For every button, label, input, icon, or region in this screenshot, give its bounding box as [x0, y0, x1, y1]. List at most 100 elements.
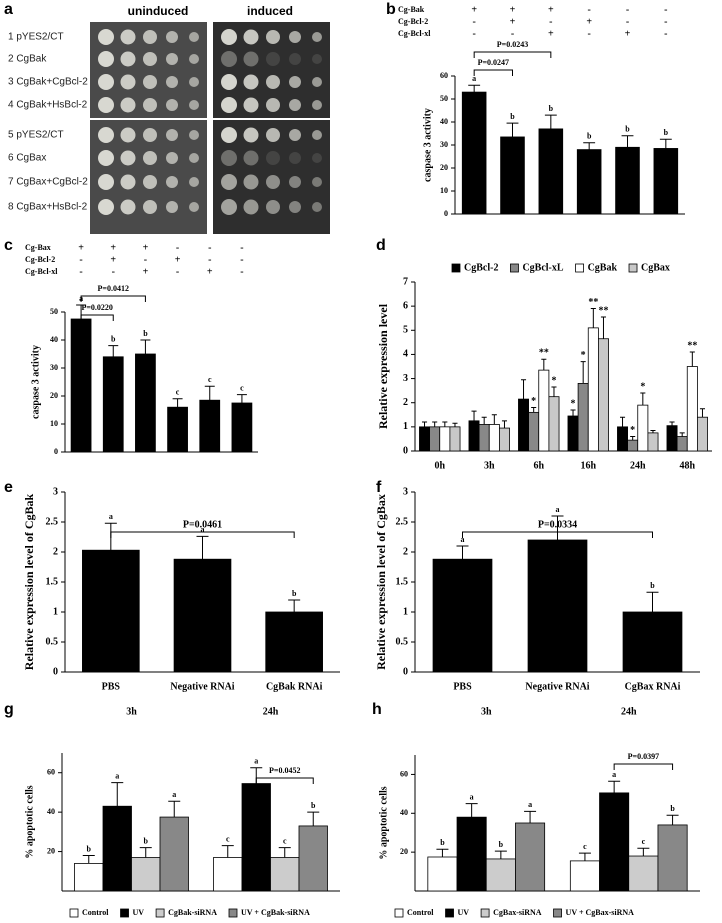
error-bar [689, 351, 695, 367]
significance-bracket [613, 763, 674, 770]
condition-sign: - [626, 4, 629, 15]
legend-label: UV + CgBax-siRNA [566, 908, 635, 917]
yeast-spot [266, 30, 280, 44]
yeast-spot [221, 127, 237, 143]
yeast-spot [289, 99, 301, 111]
legend-label: Control [407, 908, 434, 917]
error-bar [570, 409, 576, 416]
error-bar [650, 429, 656, 433]
yeast-spot [221, 150, 237, 166]
condition-sign: + [510, 16, 516, 27]
error-bar [541, 358, 547, 371]
panel-label: h [372, 701, 382, 718]
yeast-spot [221, 74, 237, 90]
error-bar [666, 814, 679, 825]
x-tick-label: Negative RNAi [525, 681, 589, 692]
y-tick-label: 10 [440, 186, 448, 195]
legend-swatch [480, 908, 490, 918]
condition-sign: - [472, 16, 475, 27]
y-tick-label: 6 [403, 300, 408, 311]
y-tick-label: 40 [50, 335, 58, 344]
group-letter: a [115, 771, 119, 780]
row-label: 7 CgBax+CgBcl-2 [8, 177, 88, 188]
legend-swatch [120, 908, 129, 918]
bar [265, 611, 323, 673]
error-bar [501, 420, 508, 429]
p-value: P=0.0397 [628, 752, 659, 761]
yeast-spot [243, 199, 259, 215]
error-bar [456, 545, 469, 560]
condition-sign: - [208, 254, 211, 265]
y-axis-title: caspase 3 activity [422, 108, 433, 182]
error-bar [288, 599, 301, 612]
x-tick-label: 0h [434, 460, 445, 471]
error-bar [168, 800, 181, 818]
yeast-spot [266, 128, 280, 142]
bar [456, 816, 487, 892]
x-tick-label: 24h [630, 460, 646, 471]
legend-swatch [445, 908, 454, 918]
panel-label: b [386, 1, 396, 18]
panel-label: a [4, 1, 13, 18]
bar [627, 439, 639, 452]
x-tick-label: 3h [481, 706, 492, 717]
error-bar [481, 416, 487, 425]
legend-swatch [228, 908, 238, 918]
yeast-spot [312, 202, 322, 212]
yeast-spot [166, 76, 178, 88]
yeast-spot [120, 97, 136, 113]
x-tick-label: CgBak RNAi [266, 681, 323, 692]
yeast-spot [143, 175, 157, 189]
error-bar [630, 436, 636, 441]
condition-sign: - [240, 254, 243, 265]
group-letter: b [664, 128, 669, 137]
error-bar [307, 811, 320, 826]
y-tick-label: 60 [400, 769, 408, 778]
yeast-spot [189, 77, 199, 87]
x-tick-label: 3h [126, 706, 137, 717]
y-tick-label: 5 [403, 325, 408, 336]
yeast-spot [189, 100, 199, 110]
condition-sign: + [78, 242, 84, 253]
bar [429, 426, 441, 452]
yeast-spot [166, 176, 178, 188]
row-label: 8 CgBax+HsBcl-2 [8, 202, 88, 213]
row-label: 1 pYES2/CT [8, 32, 64, 43]
y-tick-label: 0.5 [46, 636, 59, 647]
yeast-spot [166, 53, 178, 65]
error-bar [578, 852, 591, 861]
condition-name: Cg-Bcl-xl [398, 29, 431, 38]
bar [199, 399, 221, 453]
group-letter: b [650, 581, 655, 590]
condition-sign: + [548, 28, 554, 39]
legend-label: CgBak-siRNA [168, 908, 217, 917]
yeast-spot [289, 53, 301, 65]
condition-sign: + [110, 242, 116, 253]
legend-swatch [394, 908, 404, 918]
group-letter: b [625, 125, 630, 134]
yeast-spot [289, 129, 301, 141]
row-label: 4 CgBak+HsBcl-2 [8, 100, 88, 111]
condition-sign: - [240, 266, 243, 277]
p-value: P=0.0334 [538, 519, 577, 530]
y-tick-label: 60 [440, 71, 448, 80]
bar [485, 858, 516, 892]
bar [653, 148, 679, 215]
group-letter: b [549, 104, 554, 113]
yeast-spot [221, 174, 237, 190]
legend-swatch [69, 908, 79, 918]
yeast-spot [98, 97, 114, 113]
group-letter: a [461, 535, 465, 544]
significance-mark: ** [539, 348, 549, 359]
condition-sign: + [586, 16, 592, 27]
error-bar [491, 414, 497, 425]
bar [135, 353, 156, 453]
condition-sign: + [625, 28, 631, 39]
y-tick-label: 2 [53, 546, 58, 557]
y-tick-label: 10 [50, 419, 58, 428]
condition-name: Cg-Bak [398, 5, 425, 14]
bar [515, 822, 546, 892]
error-bar [659, 138, 672, 149]
group-letter: a [109, 512, 113, 521]
bar [131, 857, 161, 892]
